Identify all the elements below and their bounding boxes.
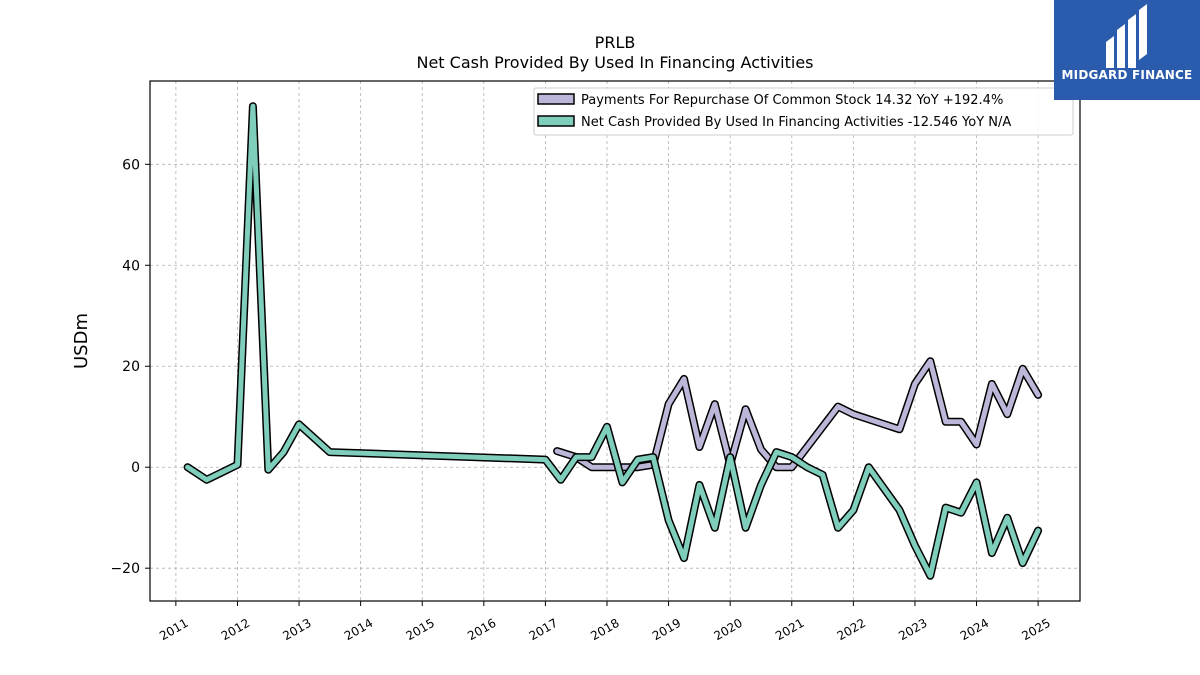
- grid-lines: [150, 81, 1080, 601]
- series-financing-line-stroke: [185, 103, 1041, 579]
- series-repurchase-line-stroke: [554, 358, 1041, 470]
- x-tick-label: 2018: [588, 616, 621, 643]
- y-tick-label: 0: [131, 460, 140, 476]
- legend-swatch-financing: [537, 115, 575, 127]
- y-tick-label: −20: [110, 561, 140, 577]
- x-tick-label: 2024: [958, 616, 991, 643]
- logo-mark-icon: [1106, 4, 1147, 68]
- brand-logo: MIDGARD FINANCE: [1054, 0, 1200, 100]
- chart-title: PRLB: [595, 33, 636, 52]
- y-tick-label: 40: [122, 258, 140, 274]
- legend[interactable]: Payments For Repurchase Of Common Stock …: [533, 87, 1074, 136]
- series-repurchase-line-outline: [553, 357, 1043, 472]
- plot-frame: [149, 80, 1081, 602]
- x-tick-label: 2022: [835, 616, 868, 643]
- x-tick-label: 2014: [342, 616, 375, 643]
- chart-subtitle: Net Cash Provided By Used In Financing A…: [416, 53, 813, 72]
- legend-label-financing: Net Cash Provided By Used In Financing A…: [581, 115, 1011, 130]
- legend-label-repurchase: Payments For Repurchase Of Common Stock …: [581, 93, 1003, 108]
- x-tick-label: 2017: [527, 616, 560, 643]
- y-tick-label: 20: [122, 359, 140, 375]
- series-financing-line-outline: [183, 102, 1043, 580]
- y-tick-label: 60: [122, 157, 140, 173]
- x-tick-label: 2021: [773, 616, 806, 643]
- legend-swatch-repurchase: [537, 93, 575, 105]
- x-tick-label: 2015: [403, 616, 436, 643]
- series-layer: [183, 102, 1043, 580]
- series-repurchase-line: [553, 357, 1043, 472]
- x-tick-label: 2013: [280, 616, 313, 643]
- x-tick-label: 2019: [650, 616, 683, 643]
- x-tick-label: 2011: [157, 616, 190, 643]
- x-tick-label: 2020: [711, 616, 744, 643]
- legend-box: [533, 87, 1074, 136]
- x-tick-label: 2025: [1019, 616, 1052, 643]
- x-tick-label: 2012: [219, 616, 252, 643]
- x-tick-label: 2023: [896, 616, 929, 643]
- y-axis-label: USDm: [71, 313, 92, 369]
- logo-text: MIDGARD FINANCE: [1061, 68, 1193, 82]
- series-financing-line: [183, 102, 1043, 580]
- x-tick-label: 2016: [465, 616, 498, 643]
